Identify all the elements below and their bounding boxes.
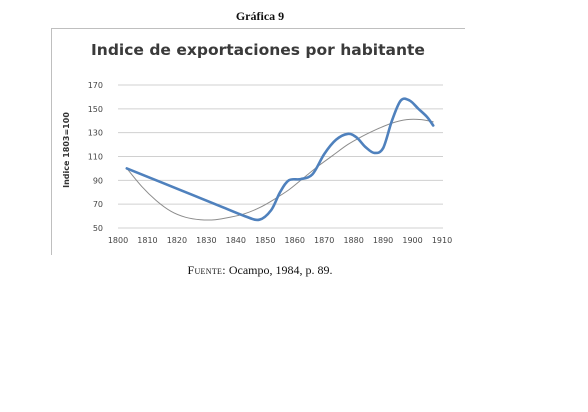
x-tick-label: 1830 <box>196 236 216 245</box>
series-line-index <box>125 97 435 222</box>
chart-frame <box>51 28 465 255</box>
y-axis-label: Indice 1803=100 <box>62 112 71 188</box>
source-note: Fuente: Ocampo, 1984, p. 89. <box>0 263 520 278</box>
chart-title: Indice de exportaciones por habitante <box>91 41 425 59</box>
y-tick-label: 50 <box>93 224 103 233</box>
chart: Indice de exportaciones por habitante In… <box>62 41 452 245</box>
y-tick-label: 130 <box>88 129 103 138</box>
x-tick-label: 1900 <box>402 236 422 245</box>
x-tick-label: 1880 <box>343 236 363 245</box>
x-tick-label: 1890 <box>373 236 393 245</box>
figure-heading: Gráfica 9 <box>235 9 285 23</box>
x-tick-label: 1820 <box>167 236 187 245</box>
y-tick-label: 70 <box>93 200 103 209</box>
x-tick-label: 1870 <box>314 236 334 245</box>
grid-layer <box>118 84 443 229</box>
x-tick-label: 1860 <box>285 236 305 245</box>
x-tick-label: 1850 <box>255 236 275 245</box>
source-label: Fuente: <box>187 263 226 277</box>
y-tick-label: 110 <box>88 153 103 162</box>
x-tick-label: 1800 <box>108 236 128 245</box>
series-line-trend <box>126 118 434 221</box>
source-text: Ocampo, 1984, p. 89. <box>225 263 333 277</box>
x-tick-label: 1810 <box>137 236 157 245</box>
series-layer <box>125 97 435 222</box>
y-tick-label: 150 <box>88 105 103 114</box>
y-tick-label: 90 <box>93 176 103 185</box>
tick-layer: 50 70 90 110 130 150 170 1800 1810 1820 1830 1840 18… <box>88 81 452 245</box>
y-tick-label: 170 <box>88 81 103 90</box>
x-tick-label: 1840 <box>226 236 246 245</box>
x-tick-label: 1910 <box>432 236 452 245</box>
